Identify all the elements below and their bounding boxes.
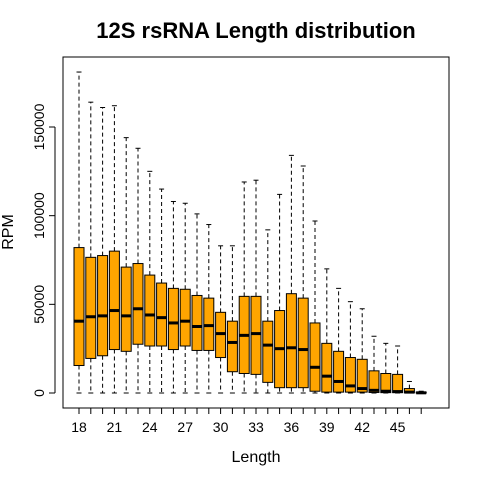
y-axis: 0 50000 100000 150000 bbox=[31, 103, 56, 397]
box bbox=[179, 288, 191, 347]
x-tick-label: 18 bbox=[71, 419, 87, 435]
box bbox=[344, 357, 356, 393]
box bbox=[73, 247, 85, 367]
box-group-23 bbox=[132, 147, 144, 394]
box-group-35 bbox=[274, 193, 286, 394]
box-group-21 bbox=[108, 105, 120, 394]
box-group-32 bbox=[238, 181, 250, 394]
y-tick-label: 0 bbox=[31, 389, 47, 397]
box-group-42 bbox=[356, 308, 368, 394]
x-axis: 18 21 24 27 30 33 36 39 42 45 bbox=[71, 407, 422, 435]
box bbox=[120, 266, 132, 352]
box-group-38 bbox=[309, 220, 321, 394]
y-tick-label: 100000 bbox=[31, 192, 47, 239]
box-group-26 bbox=[167, 200, 179, 394]
x-axis-label: Length bbox=[232, 449, 281, 466]
box bbox=[108, 250, 120, 351]
box-group-40 bbox=[333, 287, 345, 394]
boxes-layer bbox=[73, 71, 427, 395]
box bbox=[132, 263, 144, 345]
x-tick-label: 30 bbox=[213, 419, 229, 435]
x-tick-label: 33 bbox=[248, 419, 264, 435]
box-group-31 bbox=[226, 245, 238, 394]
x-tick-label: 36 bbox=[284, 419, 300, 435]
box-group-29 bbox=[203, 224, 215, 394]
box bbox=[262, 320, 274, 383]
box bbox=[226, 320, 238, 373]
x-tick-label: 27 bbox=[177, 419, 193, 435]
box bbox=[144, 274, 156, 347]
box-group-25 bbox=[156, 188, 168, 394]
box-group-39 bbox=[321, 268, 333, 394]
box-group-41 bbox=[344, 301, 356, 394]
y-tick-label: 150000 bbox=[31, 103, 47, 150]
box-group-30 bbox=[215, 245, 227, 394]
box-group-47 bbox=[415, 390, 427, 395]
box-group-22 bbox=[120, 137, 132, 394]
y-axis-label: RPM bbox=[0, 214, 17, 250]
chart-title: 12S rsRNA Length distribution bbox=[96, 18, 415, 43]
box bbox=[97, 255, 109, 357]
box bbox=[356, 358, 368, 393]
box bbox=[156, 282, 168, 347]
box-group-43 bbox=[368, 335, 380, 394]
x-tick-label: 24 bbox=[142, 419, 158, 435]
box-group-44 bbox=[380, 342, 392, 394]
box bbox=[85, 256, 97, 359]
box-group-46 bbox=[403, 380, 415, 394]
box-group-37 bbox=[297, 165, 309, 394]
box bbox=[392, 373, 404, 394]
y-tick-label: 50000 bbox=[31, 285, 47, 324]
box-group-45 bbox=[392, 345, 404, 394]
box-group-28 bbox=[191, 213, 203, 394]
box bbox=[297, 297, 309, 389]
box bbox=[285, 293, 297, 389]
box bbox=[191, 294, 203, 351]
x-tick-label: 42 bbox=[354, 419, 370, 435]
box bbox=[333, 350, 345, 393]
box bbox=[368, 370, 380, 393]
x-tick-label: 45 bbox=[390, 419, 406, 435]
box-group-20 bbox=[97, 106, 109, 394]
box bbox=[309, 322, 321, 392]
box-group-36 bbox=[285, 154, 297, 394]
box-group-34 bbox=[262, 229, 274, 394]
box-group-24 bbox=[144, 170, 156, 394]
box bbox=[321, 342, 333, 393]
x-tick-label: 39 bbox=[319, 419, 335, 435]
box bbox=[250, 295, 262, 375]
box-group-33 bbox=[250, 179, 262, 394]
box bbox=[167, 287, 179, 351]
box-group-19 bbox=[85, 101, 97, 394]
box-group-18 bbox=[73, 71, 85, 394]
x-tick-label: 21 bbox=[107, 419, 123, 435]
box-group-27 bbox=[179, 202, 191, 394]
